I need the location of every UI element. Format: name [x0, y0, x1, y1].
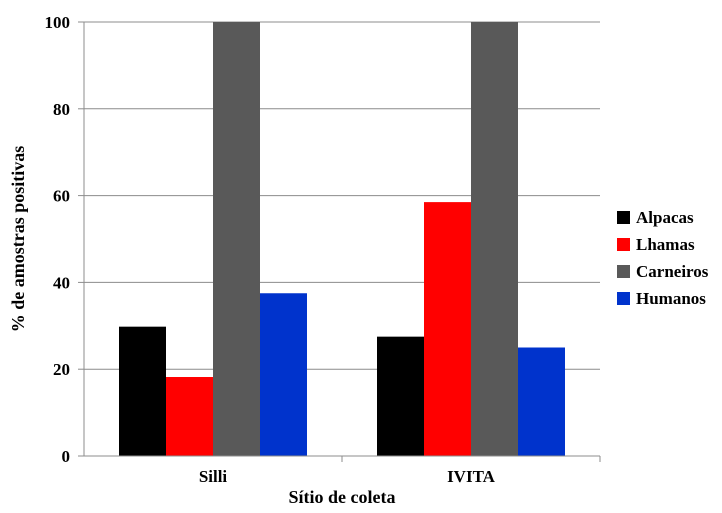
x-tick-label: Silli — [199, 467, 228, 486]
bar-humanos-silli — [260, 293, 307, 456]
legend-swatch-alpacas — [617, 211, 630, 224]
bar-alpacas-silli — [119, 326, 166, 456]
legend-swatch-humanos — [617, 292, 630, 305]
y-tick-label: 0 — [62, 447, 71, 466]
x-axis-title: Sítio de coleta — [289, 487, 396, 507]
y-tick-label: 80 — [53, 100, 70, 119]
legend-swatch-lhamas — [617, 238, 630, 251]
legend-label-lhamas: Lhamas — [636, 235, 695, 254]
legend-label-carneiros: Carneiros — [636, 262, 709, 281]
x-tick-label: IVITA — [447, 467, 496, 486]
y-tick-label: 60 — [53, 187, 70, 206]
bar-humanos-ivita — [518, 347, 565, 456]
y-tick-labels: 0 20 40 60 80 100 — [45, 13, 71, 466]
bar-lhamas-ivita — [424, 202, 471, 456]
bar-lhamas-silli — [166, 377, 213, 456]
axes — [78, 21, 601, 462]
bar-carneiros-ivita — [471, 22, 518, 456]
gridlines — [84, 21, 600, 370]
x-tick-labels: Silli IVITA — [199, 467, 496, 486]
legend-swatch-carneiros — [617, 265, 630, 278]
bars — [119, 22, 565, 456]
legend: Alpacas Lhamas Carneiros Humanos — [617, 208, 709, 308]
y-tick-label: 100 — [45, 13, 71, 32]
y-axis-title: % de amostras positivas — [8, 146, 28, 333]
legend-label-humanos: Humanos — [636, 289, 706, 308]
legend-label-alpacas: Alpacas — [636, 208, 694, 227]
y-tick-label: 40 — [53, 273, 70, 292]
bar-alpacas-ivita — [377, 336, 424, 456]
bar-carneiros-silli — [213, 22, 260, 456]
y-tick-label: 20 — [53, 360, 70, 379]
